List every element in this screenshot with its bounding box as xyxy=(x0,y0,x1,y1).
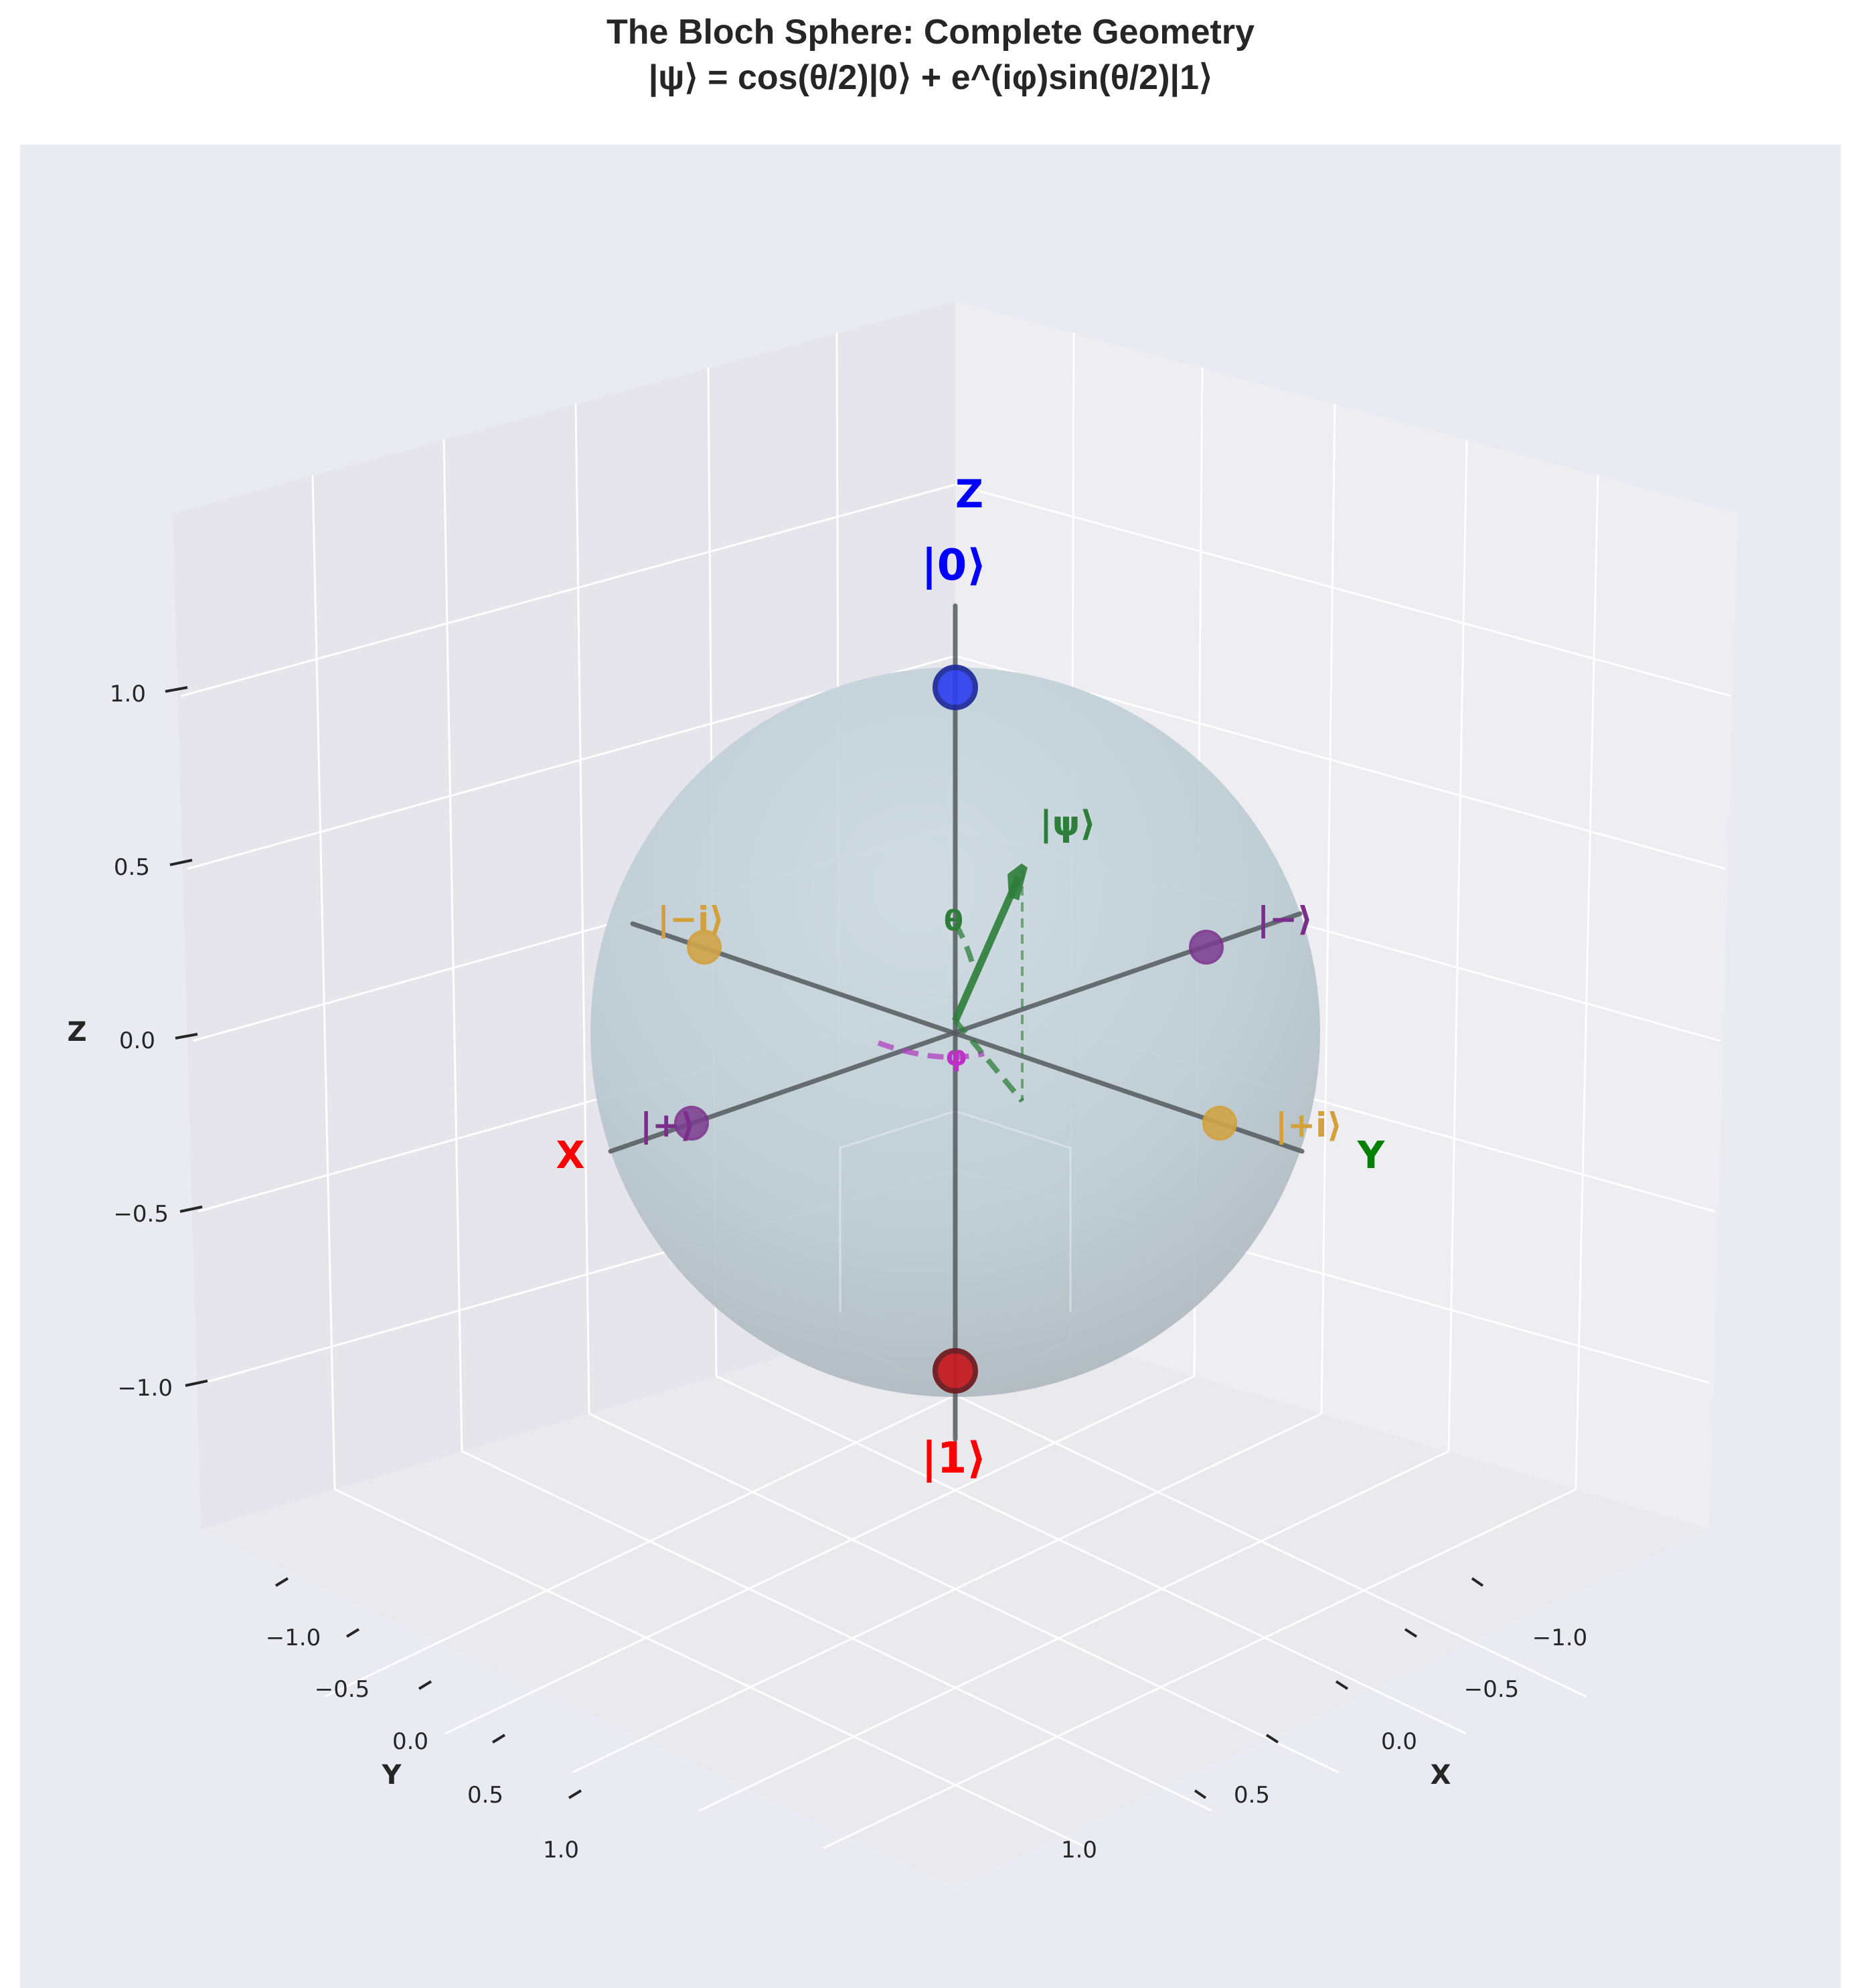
psi-projection-xy xyxy=(953,1019,1025,1103)
theta-arc xyxy=(953,922,977,971)
y-pos-state-point xyxy=(1202,1106,1237,1141)
z-tick-label: 0.5 xyxy=(114,854,150,881)
y-tick-label: 0.5 xyxy=(467,1782,503,1809)
y-axis-annotation: Y xyxy=(1357,1134,1386,1177)
z-tick-label: 0.0 xyxy=(119,1027,155,1054)
phi-label: φ xyxy=(945,1040,967,1072)
ketplus-label: |+⟩ xyxy=(640,1106,696,1145)
x-tick-label: −0.5 xyxy=(1464,1676,1520,1703)
grid-lines xyxy=(180,332,1732,1849)
theta-label: θ xyxy=(944,904,963,937)
y-axis-label: Y xyxy=(382,1760,402,1791)
chart-subtitle-equation: |ψ⟩ = cos(θ/2)|0⟩ + e^(iφ)sin(θ/2)|1⟩ xyxy=(648,58,1213,97)
ketplus-point xyxy=(674,1106,709,1141)
y-tick-label: 0.0 xyxy=(392,1728,428,1755)
floor-pane xyxy=(201,1305,1710,1888)
z-tick-label: −0.5 xyxy=(113,1201,169,1228)
psi-arrowhead-icon xyxy=(1007,863,1028,900)
ketminus-point xyxy=(1189,930,1224,965)
ketminus-label: |−⟩ xyxy=(1257,900,1313,938)
z-tick-label: −1.0 xyxy=(117,1375,173,1402)
ket-minus-i-label: |−i⟩ xyxy=(657,900,724,938)
ket0-point xyxy=(933,665,978,710)
psi-label: |ψ⟩ xyxy=(1040,804,1096,844)
x-axis-label: X xyxy=(1431,1760,1451,1791)
phi-arc xyxy=(877,1040,985,1060)
z-tick-label: 1.0 xyxy=(110,681,146,708)
z-tick-marks xyxy=(165,686,208,1387)
x-tick-label: −1.0 xyxy=(1532,1625,1588,1651)
x-tick-marks xyxy=(1194,1577,1484,1799)
z-axis-label: Z xyxy=(67,1017,86,1048)
ket1-point xyxy=(933,1348,978,1394)
psi-state-vector xyxy=(951,875,1023,1023)
ket1-label: |1⟩ xyxy=(921,1434,986,1483)
chart-title: The Bloch Sphere: Complete Geometry xyxy=(606,13,1255,52)
x-tick-label: 1.0 xyxy=(1061,1837,1097,1863)
ket-plus-i-label: |+i⟩ xyxy=(1275,1106,1342,1145)
y-axis-line xyxy=(630,921,1305,1154)
y-tick-label: −0.5 xyxy=(315,1676,370,1703)
x-axis-annotation: X xyxy=(556,1134,584,1177)
z-axis-annotation: Z xyxy=(955,471,983,517)
x-tick-label: 0.5 xyxy=(1234,1782,1270,1809)
ket0-label: |0⟩ xyxy=(921,541,986,590)
y-neg-state-point xyxy=(687,930,722,965)
x-tick-label: 0.0 xyxy=(1381,1728,1417,1755)
y-tick-marks xyxy=(274,1577,582,1799)
y-tick-label: 1.0 xyxy=(543,1837,579,1863)
y-tick-label: −1.0 xyxy=(266,1625,321,1651)
